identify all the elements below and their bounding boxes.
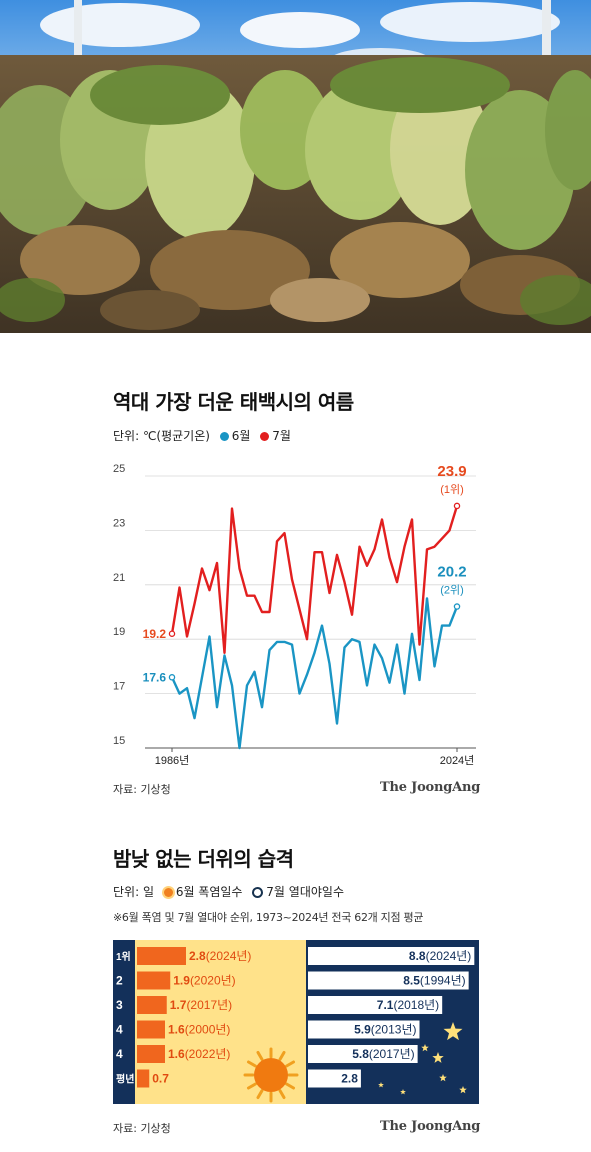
tropical-night-bar: [308, 996, 443, 1014]
y-tick-label: 21: [113, 572, 125, 584]
sun-ray: [256, 1089, 264, 1100]
end-point: [453, 603, 461, 610]
heatwave-bar: [137, 947, 186, 965]
sun-ray: [246, 1082, 257, 1090]
end-value-label: 20.2: [437, 564, 466, 581]
legend-moon-icon: [252, 887, 264, 898]
start-value-label: 17.6: [143, 670, 167, 684]
tropical-night-value-label: 5.9(2013년): [354, 1023, 416, 1037]
x-tick-label: 2024년: [440, 754, 475, 767]
sun-ray: [278, 1089, 286, 1100]
rank-label: 2: [116, 974, 123, 988]
chart2-title: 밤낮 없는 더위의 습격: [113, 847, 294, 871]
tropical-night-bar: [308, 947, 475, 965]
y-tick-label: 19: [113, 626, 125, 638]
sun-core: [254, 1058, 288, 1092]
legend-sun-icon: [163, 888, 173, 897]
chart1-title: 역대 가장 더운 태백시의 여름: [113, 390, 354, 414]
heatwave-bar: [137, 1069, 150, 1088]
legend-dot-june: [219, 432, 229, 441]
heatwave-bar: [137, 1045, 165, 1063]
sun-ray: [285, 1060, 296, 1068]
tropical-night-value-label: 5.8(2017년): [352, 1047, 414, 1061]
y-tick-label: 17: [113, 681, 125, 693]
y-tick-label: 25: [113, 463, 125, 475]
heatwave-bar: [137, 996, 167, 1014]
chart2-unit-label: 단위: 일: [113, 885, 154, 899]
chart1-unit-label: 단위: ℃(평균기온): [113, 429, 210, 443]
end-value-label: 23.9: [437, 463, 466, 480]
chart2-brand-logo: The JoongAng: [380, 1119, 481, 1134]
rank-column: [113, 940, 135, 1104]
start-point: [168, 630, 176, 638]
end-point: [453, 502, 461, 510]
star-icon: [443, 1022, 463, 1041]
heatwave-value-label: 1.6(2022년): [168, 1047, 230, 1061]
chart1-legend: 단위: ℃(평균기온) 6월 7월: [113, 427, 291, 444]
sun-ray: [285, 1082, 296, 1090]
tropical-night-bar: [308, 1045, 418, 1063]
star-icon: [459, 1086, 467, 1094]
bar-chart: 1위 2.8(2024년) 8.8(2024년) 2 1.9(2020년) 8.5(199…: [113, 940, 479, 1104]
legend-label-june: 6월: [231, 429, 251, 443]
sun-icon: [243, 1047, 299, 1103]
rank-label: 4: [116, 1023, 123, 1037]
tropical-night-bar: [308, 1069, 361, 1088]
series-line-july: [170, 505, 459, 654]
legend-label-heatwave: 6월 폭염일수: [175, 885, 243, 899]
x-tick-label: 1986년: [155, 754, 190, 767]
line-chart: 15 17 19 21 23 25 1986년 2024년 17.6 20.2 (2위) 19.2 23…: [113, 463, 476, 767]
chart1-brand-logo: The JoongAng: [380, 780, 481, 795]
tropical-night-value-label: 8.5(1994년): [403, 974, 465, 988]
star-icon: [439, 1074, 447, 1082]
tropical-night-value-label: 8.8(2024년): [409, 949, 471, 963]
heatwave-bar: [137, 1020, 165, 1039]
sun-ray: [278, 1050, 286, 1061]
tropical-night-value-label: 7.1(2018년): [377, 998, 439, 1012]
tropical-night-bar: [308, 971, 469, 990]
legend-label-tropical-night: 7월 열대야일수: [266, 885, 344, 899]
star-icon: [400, 1089, 406, 1095]
chart2-legend: 단위: 일 6월 폭염일수 7월 열대야일수: [113, 883, 344, 900]
rank-label: 3: [116, 998, 123, 1012]
y-tick-label: 15: [113, 735, 125, 747]
rank-label: (2위): [440, 584, 464, 597]
chart2-source: 자료: 기상청: [113, 1122, 171, 1135]
rank-label: 1위: [116, 950, 131, 963]
tropical-night-bar: [308, 1020, 420, 1039]
rank-label: 4: [116, 1047, 123, 1061]
chart2-note: ※6월 폭염 및 7월 열대야 순위, 1973~2024년 전국 62개 지점…: [113, 911, 424, 924]
tropical-night-value-label: 2.8: [341, 1072, 358, 1086]
heatwave-value-label: 1.7(2017년): [170, 998, 232, 1012]
heatwave-value-label: 2.8(2024년): [189, 949, 251, 963]
heatwave-value-label: 0.7: [152, 1072, 169, 1086]
star-icon: [421, 1044, 429, 1052]
series-line-june: [170, 597, 459, 750]
legend-label-july: 7월: [272, 429, 291, 443]
cabbage-field-photo: [0, 0, 591, 333]
heatwave-value-label: 1.6(2000년): [168, 1023, 230, 1037]
heatwave-bar: [137, 971, 171, 990]
chart1-source: 자료: 기상청: [113, 783, 171, 796]
star-icon: [432, 1052, 444, 1063]
sun-ray: [246, 1060, 257, 1068]
rank-label: 평년: [116, 1073, 134, 1086]
legend-dot-july: [260, 432, 270, 441]
sun-ray: [256, 1050, 264, 1061]
rank-label: (1위): [440, 483, 464, 496]
start-value-label: 19.2: [143, 627, 167, 641]
star-icon: [378, 1082, 384, 1088]
heatwave-value-label: 1.9(2020년): [173, 974, 235, 988]
start-point: [168, 674, 176, 681]
y-tick-label: 23: [113, 517, 125, 529]
